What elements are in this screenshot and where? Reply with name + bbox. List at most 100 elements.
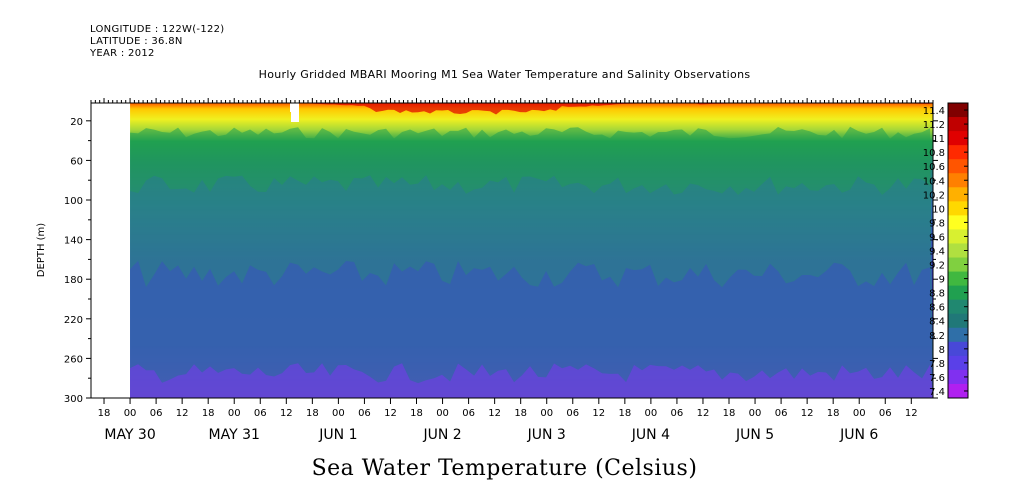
x-tick-label: 12 bbox=[697, 408, 710, 419]
x-tick-label: 06 bbox=[879, 408, 892, 419]
x-date-label: JUN 1 bbox=[318, 427, 357, 443]
colorbar-label: 11 bbox=[932, 134, 945, 145]
colorbar-swatch bbox=[948, 145, 968, 160]
colorbar-label: 11.4 bbox=[923, 106, 945, 117]
x-tick-label: 06 bbox=[358, 408, 371, 419]
chart-subtitle: Sea Water Temperature (Celsius) bbox=[311, 456, 698, 481]
x-tick-label: 18 bbox=[618, 408, 631, 419]
colorbar-swatch bbox=[948, 187, 968, 202]
colorbar-swatch bbox=[948, 243, 968, 259]
x-tick-label: 00 bbox=[540, 408, 553, 419]
x-tick-label: 00 bbox=[124, 408, 137, 419]
colorbar-label: 9.4 bbox=[929, 247, 945, 258]
x-tick-label: 18 bbox=[98, 408, 111, 419]
colorbar-swatch bbox=[948, 257, 968, 273]
x-tick-label: 12 bbox=[384, 408, 397, 419]
data-gap bbox=[291, 112, 299, 122]
colorbar-label: 8.8 bbox=[929, 289, 945, 300]
year-label: YEAR : 2012 bbox=[90, 48, 155, 59]
y-tick-label: 180 bbox=[64, 275, 83, 286]
colorbar-label: 8.6 bbox=[929, 303, 945, 314]
y-tick-label: 20 bbox=[70, 117, 83, 128]
x-tick-label: 12 bbox=[592, 408, 605, 419]
x-tick-label: 06 bbox=[671, 408, 684, 419]
colorbar-swatch bbox=[948, 327, 968, 343]
colorbar-swatch bbox=[948, 299, 968, 315]
x-tick-label: 18 bbox=[723, 408, 736, 419]
x-tick-label: 06 bbox=[775, 408, 788, 419]
colorbar: 11.4 11.2 11 10.8 10.6 10.4 10.2 10 9.8 9.6 9.4 9.2… bbox=[923, 102, 969, 399]
colorbar-label: 7.4 bbox=[929, 387, 945, 398]
y-tick-label: 60 bbox=[70, 156, 83, 167]
y-tick-label: 300 bbox=[64, 394, 83, 405]
y-tick-label: 220 bbox=[64, 315, 83, 326]
x-tick-label: 12 bbox=[280, 408, 293, 419]
x-date-label: JUN 4 bbox=[631, 427, 670, 443]
x-tick-label: 12 bbox=[801, 408, 814, 419]
x-tick-label: 06 bbox=[462, 408, 475, 419]
isotherm-band bbox=[130, 260, 933, 398]
x-date-label: JUN 2 bbox=[422, 427, 461, 443]
longitude-label: LONGITUDE : 122W(-122) bbox=[90, 24, 225, 35]
x-tick-label: 00 bbox=[332, 408, 345, 419]
colorbar-swatch bbox=[948, 215, 968, 230]
x-tick-label: 12 bbox=[488, 408, 501, 419]
x-tick-label: 06 bbox=[566, 408, 579, 419]
colorbar-swatch bbox=[948, 117, 968, 132]
x-tick-label: 00 bbox=[436, 408, 449, 419]
colorbar-label: 10.2 bbox=[923, 190, 945, 201]
y-tick-label: 260 bbox=[64, 354, 83, 365]
x-tick-label: 00 bbox=[228, 408, 241, 419]
x-tick-label: 06 bbox=[150, 408, 163, 419]
colorbar-swatch bbox=[948, 271, 968, 287]
isotherm-band bbox=[130, 175, 933, 398]
colorbar-swatch bbox=[948, 383, 968, 399]
colorbar-label: 9.8 bbox=[929, 218, 945, 229]
colorbar-label: 10.8 bbox=[923, 148, 945, 159]
colorbar-label: 9.2 bbox=[929, 261, 945, 272]
colorbar-label: 10.4 bbox=[923, 176, 945, 187]
colorbar-swatch bbox=[948, 131, 968, 146]
x-tick-label: 00 bbox=[645, 408, 658, 419]
colorbar-label: 8.2 bbox=[929, 331, 945, 342]
x-tick-label: 00 bbox=[749, 408, 762, 419]
x-tick-label: 18 bbox=[202, 408, 215, 419]
chart-title: Hourly Gridded MBARI Mooring M1 Sea Wate… bbox=[258, 68, 751, 81]
colorbar-label: 7.6 bbox=[929, 373, 945, 384]
colorbar-swatch bbox=[948, 313, 968, 329]
x-tick-label: 18 bbox=[827, 408, 840, 419]
colorbar-swatch bbox=[948, 103, 968, 118]
y-tick-label: 100 bbox=[64, 196, 83, 207]
x-date-label: MAY 30 bbox=[104, 427, 155, 443]
isotherm-band bbox=[130, 363, 933, 398]
y-tick-label: 140 bbox=[64, 236, 83, 247]
surface-warm-layer bbox=[130, 103, 933, 115]
latitude-label: LATITUDE : 36.8N bbox=[90, 36, 183, 47]
colorbar-swatch bbox=[948, 159, 968, 174]
x-date-label: JUN 6 bbox=[839, 427, 878, 443]
x-tick-label: 18 bbox=[410, 408, 423, 419]
colorbar-swatch bbox=[948, 285, 968, 301]
x-tick-label: 18 bbox=[514, 408, 527, 419]
colorbar-swatch bbox=[948, 173, 968, 188]
x-tick-label: 12 bbox=[176, 408, 189, 419]
colorbar-swatch bbox=[948, 229, 968, 244]
data-gap bbox=[290, 103, 299, 112]
x-tick-label: 12 bbox=[905, 408, 918, 419]
x-tick-label: 18 bbox=[306, 408, 319, 419]
colorbar-label: 7.8 bbox=[929, 359, 945, 370]
heatmap-field bbox=[130, 103, 933, 398]
colorbar-label: 10 bbox=[932, 204, 945, 215]
y-axis-label: DEPTH (m) bbox=[36, 223, 47, 277]
colorbar-label: 9 bbox=[939, 275, 945, 286]
colorbar-swatch bbox=[948, 355, 968, 371]
colorbar-swatch bbox=[948, 341, 968, 357]
isotherm-band bbox=[130, 126, 933, 398]
x-date-label: JUN 3 bbox=[527, 427, 566, 443]
colorbar-swatch bbox=[948, 369, 968, 385]
colorbar-label: 11.2 bbox=[923, 120, 945, 131]
colorbar-swatch bbox=[948, 201, 968, 216]
colorbar-label: 8 bbox=[939, 345, 945, 356]
colorbar-label: 8.4 bbox=[929, 317, 945, 328]
